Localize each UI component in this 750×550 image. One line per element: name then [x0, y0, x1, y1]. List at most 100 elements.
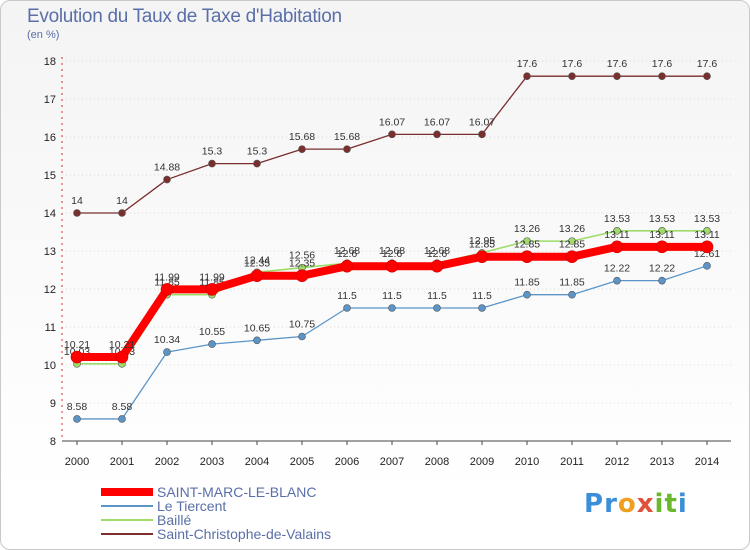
data-label-baill-: 12.44: [244, 254, 270, 266]
data-point-saint-marc-le-blanc: [115, 350, 129, 364]
data-point-le-tiercent: [73, 415, 81, 423]
data-point-baill-: [613, 227, 621, 235]
data-label-baill-: 12.68: [424, 245, 450, 257]
data-point-saint-christophe-de-valains: [523, 72, 531, 80]
legend-swatch: [101, 519, 153, 521]
data-label-saint-christophe-de-valains: 17.6: [652, 58, 673, 70]
logo-letter: x: [636, 489, 655, 519]
data-label-saint-christophe-de-valains: 17.6: [562, 58, 583, 70]
data-label-le-tiercent: 11.5: [472, 290, 492, 302]
y-tick-label: 12: [44, 284, 56, 296]
data-label-le-tiercent: 10.65: [244, 322, 270, 334]
x-tick-label: 2011: [560, 456, 584, 468]
data-point-le-tiercent: [433, 304, 441, 312]
y-axis-unit: (en %): [27, 29, 60, 41]
data-label-saint-christophe-de-valains: 16.07: [424, 116, 450, 128]
logo-letter: i: [654, 489, 665, 519]
data-point-saint-marc-le-blanc: [520, 250, 534, 263]
data-point-le-tiercent: [253, 336, 261, 345]
y-tick-label: 17: [44, 94, 56, 106]
x-tick-label: 2013: [650, 456, 674, 468]
data-label-baill-: 13.26: [514, 223, 540, 235]
data-label-saint-christophe-de-valains: 16.07: [469, 116, 495, 128]
x-tick-label: 2012: [605, 456, 629, 468]
data-label-saint-marc-le-blanc: 12.35: [244, 258, 270, 270]
data-label-saint-marc-le-blanc: 11.99: [154, 271, 180, 283]
data-point-le-tiercent: [568, 290, 576, 299]
logo-letter: r: [604, 489, 618, 519]
logo-letter: i: [677, 489, 688, 519]
data-point-saint-christophe-de-valains: [253, 159, 261, 168]
data-label-saint-christophe-de-valains: 16.07: [379, 116, 405, 128]
data-point-saint-marc-le-blanc: [205, 283, 219, 296]
data-label-saint-christophe-de-valains: 17.6: [517, 58, 538, 70]
data-label-saint-marc-le-blanc: 11.99: [199, 271, 225, 283]
data-point-saint-marc-le-blanc: [430, 259, 444, 273]
legend: SAINT-MARC-LE-BLANC Le Tiercent Baillé Sain…: [101, 485, 331, 541]
y-tick-label: 11: [45, 322, 56, 334]
legend-label: SAINT-MARC-LE-BLANC: [157, 484, 317, 500]
data-point-saint-marc-le-blanc: [565, 250, 579, 263]
data-label-baill-: 12.56: [289, 250, 315, 262]
data-point-le-tiercent: [613, 276, 621, 285]
data-label-saint-christophe-de-valains: 15.3: [247, 146, 268, 158]
legend-swatch: [101, 488, 153, 496]
data-label-saint-christophe-de-valains: 14: [71, 195, 83, 207]
data-label-saint-christophe-de-valains: 14: [116, 195, 128, 207]
data-point-saint-christophe-de-valains: [568, 72, 576, 80]
y-tick-label: 8: [50, 436, 56, 448]
data-label-le-tiercent: 10.34: [154, 334, 180, 346]
data-point-saint-marc-le-blanc: [475, 250, 489, 263]
x-tick-label: 2002: [155, 456, 179, 468]
data-point-baill-: [523, 237, 531, 245]
data-label-baill-: 13.53: [694, 213, 720, 225]
data-label-saint-marc-le-blanc: 12.35: [289, 258, 315, 270]
data-label-le-tiercent: 8.58: [67, 401, 88, 413]
data-point-baill-: [658, 227, 666, 235]
legend-item: Le Tiercent: [101, 499, 331, 513]
data-point-le-tiercent: [208, 340, 216, 348]
data-point-saint-christophe-de-valains: [658, 72, 666, 80]
data-point-saint-marc-le-blanc: [340, 259, 354, 273]
x-tick-label: 2009: [470, 456, 494, 468]
data-point-baill-: [703, 227, 711, 235]
data-point-saint-marc-le-blanc: [700, 240, 714, 254]
data-label-saint-christophe-de-valains: 17.6: [607, 58, 628, 70]
data-label-le-tiercent: 12.22: [649, 263, 675, 275]
data-label-baill-: 12.95: [469, 235, 495, 247]
data-point-le-tiercent: [658, 276, 666, 285]
data-point-le-tiercent: [343, 304, 351, 312]
y-tick-label: 10: [44, 360, 56, 372]
data-label-baill-: 12.68: [334, 245, 360, 257]
data-label-le-tiercent: 11.5: [427, 290, 447, 302]
data-point-saint-christophe-de-valains: [163, 175, 171, 184]
legend-item: SAINT-MARC-LE-BLANC: [101, 485, 331, 499]
data-label-le-tiercent: 11.5: [382, 290, 402, 302]
proxiti-logo: Proxiti: [584, 489, 688, 519]
data-point-saint-marc-le-blanc: [385, 259, 399, 273]
data-label-saint-marc-le-blanc: 12.85: [559, 239, 585, 251]
data-point-baill-: [568, 237, 576, 245]
data-point-le-tiercent: [298, 332, 306, 341]
data-label-saint-marc-le-blanc: 12.85: [469, 239, 495, 251]
data-point-le-tiercent: [523, 290, 531, 299]
data-label-le-tiercent: 8.58: [112, 401, 133, 413]
data-label-saint-christophe-de-valains: 14.88: [154, 162, 180, 174]
data-point-saint-christophe-de-valains: [388, 130, 396, 139]
y-tick-label: 13: [44, 246, 56, 258]
y-tick-label: 16: [44, 132, 56, 144]
y-tick-label: 9: [50, 398, 56, 410]
data-label-saint-marc-le-blanc: 10.21: [109, 339, 135, 351]
data-label-saint-marc-le-blanc: 12.6: [337, 248, 358, 260]
data-label-baill-: 13.53: [604, 213, 630, 225]
y-tick-label: 14: [44, 208, 56, 220]
data-point-le-tiercent: [703, 262, 711, 270]
data-label-le-tiercent: 10.55: [199, 326, 225, 338]
legend-label: Le Tiercent: [157, 498, 227, 514]
legend-swatch: [101, 505, 153, 507]
x-tick-label: 2006: [335, 456, 359, 468]
x-tick-label: 2014: [695, 456, 719, 468]
chart-title: Evolution du Taux de Taxe d'Habitation: [27, 6, 342, 27]
data-point-saint-christophe-de-valains: [208, 159, 216, 168]
